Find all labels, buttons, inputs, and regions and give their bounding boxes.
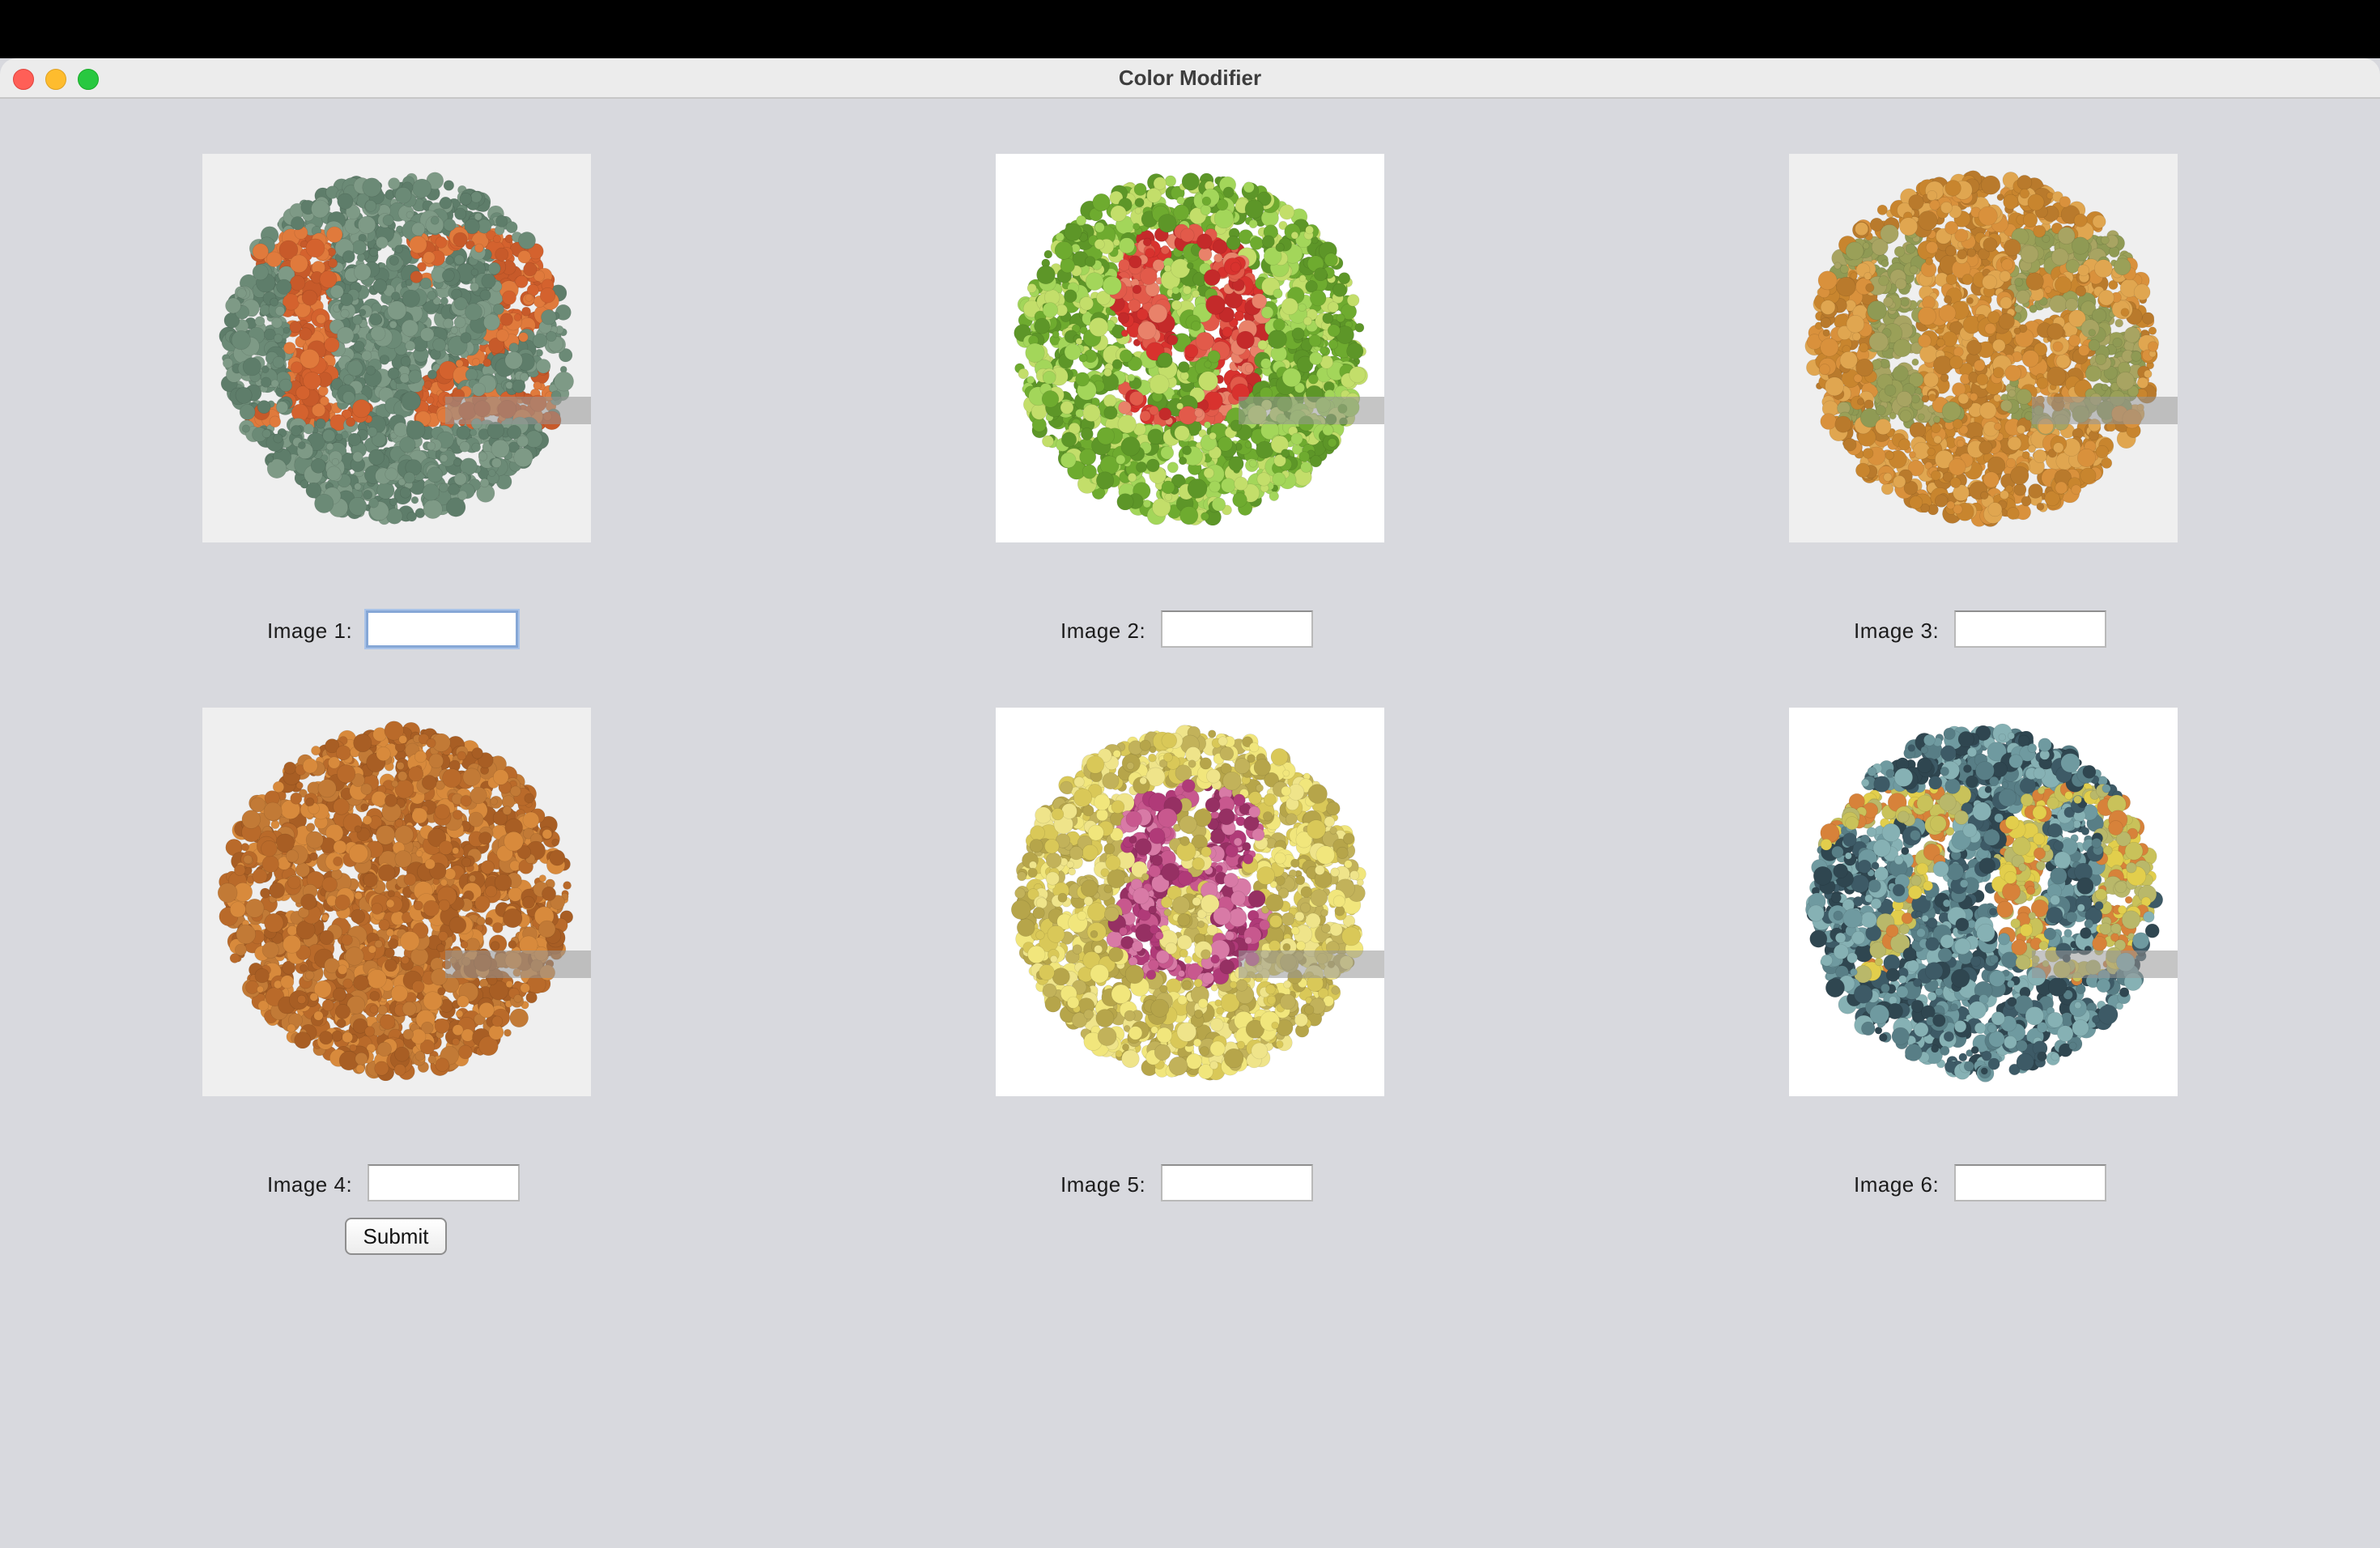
image-4-label: Image 4: [267, 1172, 353, 1197]
ishihara-plate-12-icon [202, 154, 591, 542]
image-4-input[interactable] [368, 1164, 520, 1201]
plate-image-2 [996, 154, 1384, 542]
image-2-input[interactable] [1161, 610, 1313, 648]
image-6-input[interactable] [1954, 1164, 2106, 1201]
image-5-input[interactable] [1161, 1164, 1313, 1201]
image-3-input[interactable] [1954, 610, 2106, 648]
image-3-label: Image 3: [1854, 619, 1940, 643]
plate-image-6 [1789, 708, 2178, 1096]
image-1-label: Image 1: [267, 619, 353, 643]
minimize-window-button[interactable] [45, 69, 66, 90]
window-title: Color Modifier [1118, 66, 1262, 90]
zoom-window-button[interactable] [78, 69, 99, 90]
submit-button[interactable]: Submit [345, 1218, 447, 1255]
ishihara-plate-9-icon [996, 154, 1384, 542]
close-window-button[interactable] [13, 69, 34, 90]
plate-image-3 [1789, 154, 2178, 542]
title-bar[interactable]: Color Modifier [0, 58, 2380, 99]
screen-top-bar [0, 0, 2380, 58]
image-1-input[interactable] [366, 610, 518, 648]
image-5-label: Image 5: [1060, 1172, 1146, 1197]
app-window: Color Modifier Image 1: Image 2: Image 3… [0, 58, 2380, 1548]
image-2-label: Image 2: [1060, 619, 1146, 643]
ishihara-plate-70-icon [1789, 708, 2178, 1096]
ishihara-plate-15-icon [1789, 154, 2178, 542]
image-6-label: Image 6: [1854, 1172, 1940, 1197]
ishihara-plate-8-icon [996, 708, 1384, 1096]
plate-image-4 [202, 708, 591, 1096]
plate-image-1 [202, 154, 591, 542]
ishihara-plate-hidden-icon [202, 708, 591, 1096]
plate-image-5 [996, 708, 1384, 1096]
